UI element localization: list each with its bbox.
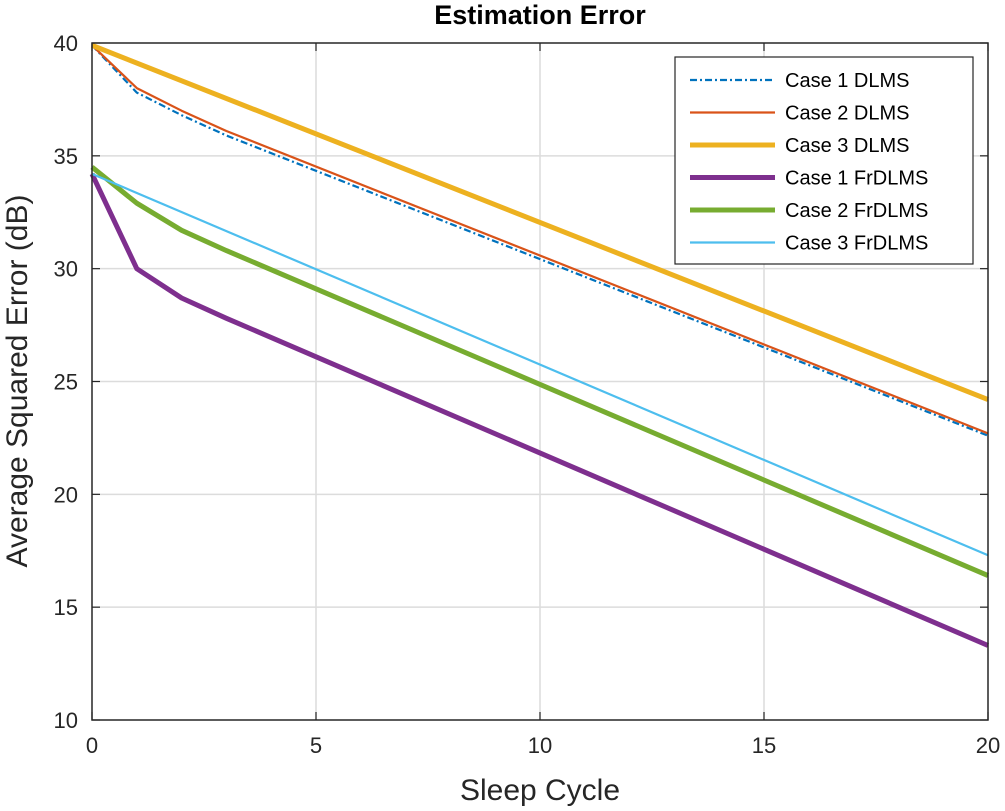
series-line-2 bbox=[91, 44, 989, 435]
legend-label-5: Case 2 FrDLMS bbox=[785, 200, 928, 222]
y-axis-label: Average Squared Error (dB) bbox=[1, 195, 34, 568]
y-tick-label: 35 bbox=[54, 144, 78, 169]
legend-label-6: Case 3 FrDLMS bbox=[785, 233, 928, 255]
y-tick-label: 25 bbox=[54, 370, 78, 395]
x-tick-label: 10 bbox=[528, 733, 552, 758]
series-line-5 bbox=[90, 165, 989, 578]
legend-label-2: Case 2 DLMS bbox=[785, 103, 910, 125]
chart-title: Estimation Error bbox=[434, 0, 646, 30]
series-line-6 bbox=[91, 172, 989, 557]
x-tick-label: 15 bbox=[752, 733, 776, 758]
legend-items: Case 1 DLMS Case 2 DLMS Case 3 DLMS Case 1 … bbox=[690, 70, 928, 255]
series-group bbox=[89, 42, 989, 648]
legend: Case 1 DLMS Case 2 DLMS Case 3 DLMS Case 1 … bbox=[674, 56, 974, 265]
tick-labels: 0 5 10 15 20 10 15 20 25 30 35 40 bbox=[54, 31, 1001, 758]
series-line-3 bbox=[91, 42, 989, 402]
y-tick-label: 10 bbox=[54, 708, 78, 733]
legend-label-4: Case 1 FrDLMS bbox=[785, 168, 928, 190]
y-tick-label: 15 bbox=[54, 595, 78, 620]
legend-label-1: Case 1 DLMS bbox=[785, 70, 910, 92]
x-axis-label: Sleep Cycle bbox=[460, 774, 620, 807]
legend-box bbox=[674, 56, 974, 265]
y-tick-label: 40 bbox=[54, 31, 78, 56]
x-tick-label: 5 bbox=[310, 733, 322, 758]
x-tick-label: 20 bbox=[976, 733, 1000, 758]
x-tick-label: 0 bbox=[86, 733, 98, 758]
y-tick-label: 20 bbox=[54, 482, 78, 507]
legend-label-3: Case 3 DLMS bbox=[785, 135, 910, 157]
y-tick-label: 30 bbox=[54, 257, 78, 282]
series-line-4 bbox=[89, 172, 989, 648]
series-line-1 bbox=[91, 44, 989, 437]
